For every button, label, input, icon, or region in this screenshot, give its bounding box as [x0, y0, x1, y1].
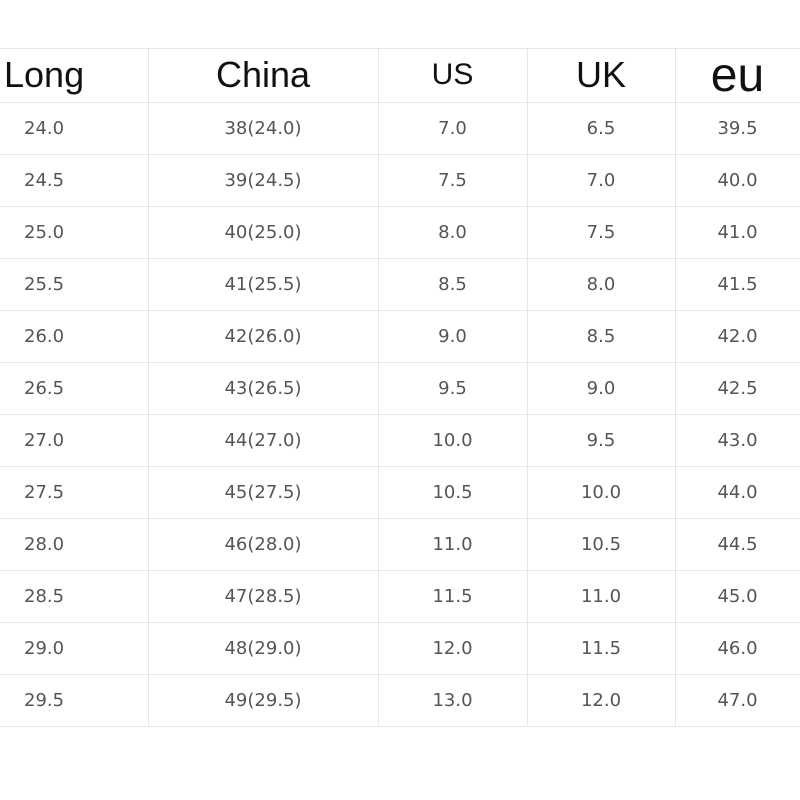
table-cell: 9.0 [586, 377, 616, 399]
table-cell: 45(27.5) [224, 481, 302, 503]
table-cell: 40(25.0) [224, 221, 302, 243]
row-line [0, 726, 800, 727]
table-cell: 44.5 [717, 533, 758, 555]
row-line [0, 154, 800, 155]
table-cell: 8.0 [438, 221, 467, 243]
table-cell: 24.5 [24, 169, 65, 191]
table-cell: 47.0 [717, 689, 758, 711]
table-cell: 9.5 [438, 377, 467, 399]
table-cell: 27.5 [24, 481, 65, 503]
table-cell: 38(24.0) [224, 117, 302, 139]
table-cell: 11.5 [580, 637, 622, 659]
column-line [148, 48, 149, 726]
row-line [0, 466, 800, 467]
row-line [0, 570, 800, 571]
table-cell: 10.0 [432, 429, 473, 451]
row-line [0, 674, 800, 675]
row-line [0, 622, 800, 623]
table-cell: 42(26.0) [224, 325, 302, 347]
table-cell: 40.0 [717, 169, 758, 191]
row-line [0, 102, 800, 103]
table-cell: 13.0 [432, 689, 473, 711]
table-cell: 10.5 [580, 533, 622, 555]
table-cell: 12.0 [580, 689, 622, 711]
header-cell: UK [575, 54, 626, 95]
table-cell: 39(24.5) [224, 169, 302, 191]
table-cell: 9.5 [586, 429, 616, 451]
table-cell: 26.5 [24, 377, 65, 399]
table-cell: 39.5 [717, 117, 758, 139]
row-line [0, 414, 800, 415]
table-cell: 11.0 [432, 533, 473, 555]
row-line [0, 258, 800, 259]
table-cell: 10.5 [432, 481, 473, 503]
table-cell: 43(26.5) [224, 377, 302, 399]
header-cell: China [215, 54, 311, 95]
row-line [0, 362, 800, 363]
table-cell: 45.0 [717, 585, 758, 607]
table-cell: 28.5 [24, 585, 65, 607]
header-cell: eu [710, 48, 765, 102]
table-cell: 7.0 [438, 117, 467, 139]
table-cell: 29.0 [24, 637, 65, 659]
table-cell: 28.0 [24, 533, 65, 555]
table-cell: 25.5 [24, 273, 65, 295]
table-cell: 9.0 [438, 325, 467, 347]
table-cell: 8.5 [438, 273, 467, 295]
table-cell: 41.5 [717, 273, 758, 295]
header-cell: US [431, 58, 474, 91]
row-line [0, 310, 800, 311]
table-cell: 42.5 [717, 377, 758, 399]
column-line [378, 48, 379, 726]
column-line [527, 48, 528, 726]
table-cell: 8.5 [586, 325, 616, 347]
table-cell: 49(29.5) [224, 689, 302, 711]
table-cell: 46.0 [717, 637, 758, 659]
column-line [675, 48, 676, 726]
table-cell: 7.5 [438, 169, 467, 191]
table-cell: 29.5 [24, 689, 65, 711]
table-cell: 43.0 [717, 429, 758, 451]
table-cell: 44(27.0) [224, 429, 302, 451]
table-cell: 41(25.5) [224, 273, 302, 295]
table-cell: 11.0 [580, 585, 622, 607]
row-line [0, 206, 800, 207]
table-cell: 25.0 [24, 221, 65, 243]
table-cell: 27.0 [24, 429, 65, 451]
table-cell: 7.0 [586, 169, 616, 191]
table-cell: 44.0 [717, 481, 758, 503]
table-cell: 11.5 [432, 585, 473, 607]
table-cell: 46(28.0) [224, 533, 302, 555]
table-cell: 41.0 [717, 221, 758, 243]
table-cell: 12.0 [432, 637, 473, 659]
table-cell: 24.0 [24, 117, 65, 139]
table-cell: 7.5 [586, 221, 616, 243]
table-cell: 10.0 [580, 481, 622, 503]
table-cell: 6.5 [586, 117, 616, 139]
table-cell: 26.0 [24, 325, 65, 347]
table-cell: 8.0 [586, 273, 616, 295]
header-cell: Long [4, 54, 85, 95]
row-line [0, 518, 800, 519]
table-cell: 42.0 [717, 325, 758, 347]
table-cell: 48(29.0) [224, 637, 302, 659]
table-cell: 47(28.5) [224, 585, 302, 607]
row-line [0, 48, 800, 49]
